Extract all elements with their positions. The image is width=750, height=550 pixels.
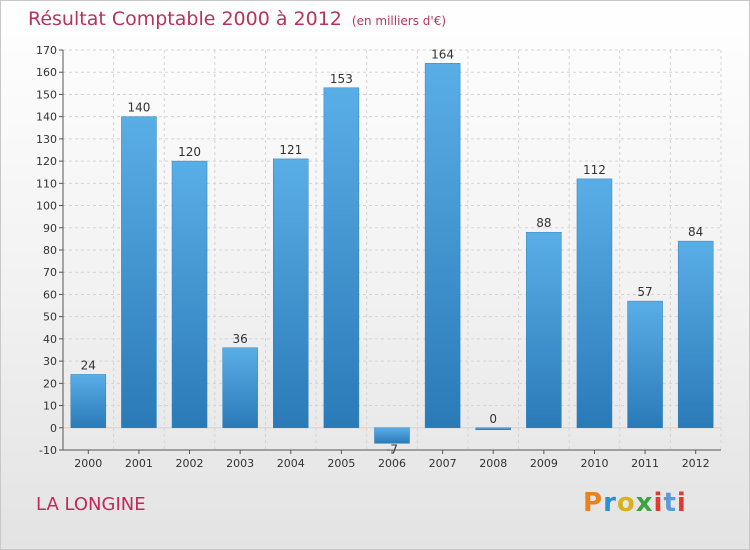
bar [323, 87, 360, 429]
x-tick-label: 2008 [479, 457, 507, 470]
bar [171, 160, 208, 429]
x-tick-label: 2000 [74, 457, 102, 470]
y-tick-label: 50 [43, 311, 57, 324]
chart-title: Résultat Comptable 2000 à 2012 [28, 8, 342, 30]
y-tick-label: 40 [43, 333, 57, 346]
x-tick-label: 2006 [378, 457, 406, 470]
y-tick-label: 10 [43, 400, 57, 413]
y-tick-label: 160 [36, 66, 57, 79]
x-tick-label: 2004 [277, 457, 305, 470]
bar-value-label: -7 [386, 442, 398, 456]
bar-value-label: 112 [583, 163, 606, 177]
y-tick-label: 140 [36, 111, 57, 124]
bar [222, 347, 258, 429]
bar [677, 240, 714, 429]
bar-value-label: 121 [279, 143, 302, 157]
y-tick-label: -10 [39, 444, 57, 457]
chart-title-block: Résultat Comptable 2000 à 2012 (en millie… [28, 8, 446, 30]
x-tick-label: 2005 [327, 457, 355, 470]
bar-value-label: 24 [81, 358, 96, 372]
y-tick-label: 130 [36, 133, 57, 146]
logo-letter: r [603, 488, 617, 518]
bar-value-label: 36 [233, 332, 248, 346]
x-tick-label: 2010 [580, 457, 608, 470]
commune-name: LA LONGINE [36, 494, 146, 515]
logo-letter: x [635, 488, 654, 518]
y-tick-label: 90 [43, 222, 57, 235]
bar [424, 63, 461, 429]
proxiti-logo: Proxiti [583, 488, 687, 518]
logo-letter: o [616, 488, 636, 518]
bar-value-label: 57 [637, 285, 652, 299]
x-tick-label: 2002 [176, 457, 204, 470]
x-tick-label: 2007 [429, 457, 457, 470]
bar [576, 178, 613, 429]
logo-letter: i [676, 488, 687, 518]
x-tick-label: 2012 [682, 457, 710, 470]
x-tick-label: 2009 [530, 457, 558, 470]
bar-value-label: 88 [536, 216, 551, 230]
x-tick-label: 2001 [125, 457, 153, 470]
bar-value-label: 140 [127, 101, 150, 115]
y-tick-label: 20 [43, 377, 57, 390]
y-tick-label: 70 [43, 266, 57, 279]
x-tick-label: 2011 [631, 457, 659, 470]
y-tick-label: 0 [50, 422, 57, 435]
bar-value-label: 120 [178, 145, 201, 159]
chart-subtitle: (en milliers d'€) [351, 14, 447, 28]
bar [70, 374, 107, 429]
logo-letter: P [583, 488, 604, 518]
y-tick-label: 150 [36, 88, 57, 101]
bar [475, 427, 511, 431]
bar [273, 158, 309, 429]
y-tick-label: 80 [43, 244, 57, 257]
bar [627, 300, 663, 429]
y-tick-label: 170 [36, 44, 57, 57]
bar-value-label: 84 [688, 225, 703, 239]
x-tick-label: 2003 [226, 457, 254, 470]
y-tick-label: 30 [43, 355, 57, 368]
y-tick-label: 110 [36, 177, 57, 190]
y-tick-label: 60 [43, 288, 57, 301]
bar [374, 427, 410, 444]
bar [121, 116, 157, 429]
bar-value-label: 153 [330, 72, 353, 86]
bar [526, 231, 562, 429]
bar-value-label: 0 [489, 412, 497, 426]
y-tick-label: 100 [36, 200, 57, 213]
y-tick-label: 120 [36, 155, 57, 168]
bar-value-label: 164 [431, 47, 454, 61]
logo-letter: i [653, 488, 664, 518]
logo-letter: t [663, 488, 677, 518]
